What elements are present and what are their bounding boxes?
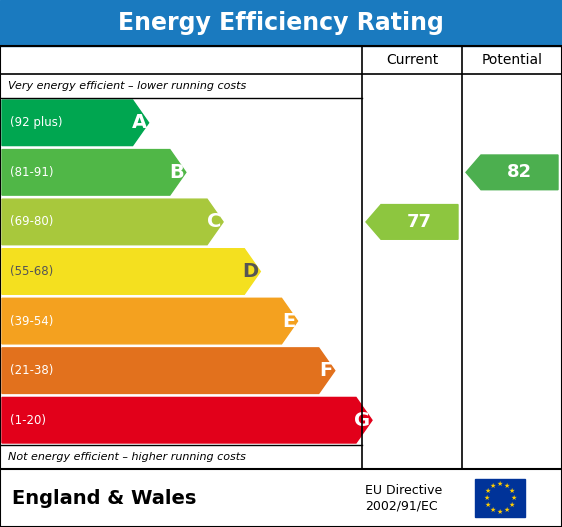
Text: ★: ★ xyxy=(497,481,503,487)
Text: (1-20): (1-20) xyxy=(10,414,46,427)
Polygon shape xyxy=(2,348,335,394)
Text: 2002/91/EC: 2002/91/EC xyxy=(365,500,438,512)
Text: ★: ★ xyxy=(485,488,491,494)
Text: F: F xyxy=(320,361,333,380)
Text: A: A xyxy=(132,113,147,132)
Text: E: E xyxy=(282,311,296,330)
Polygon shape xyxy=(466,155,558,190)
Text: ★: ★ xyxy=(504,507,510,513)
Polygon shape xyxy=(2,199,223,245)
Polygon shape xyxy=(2,150,186,195)
Text: B: B xyxy=(169,163,184,182)
Text: ★: ★ xyxy=(504,483,510,489)
Text: ★: ★ xyxy=(497,509,503,515)
Polygon shape xyxy=(2,397,372,443)
Bar xyxy=(475,479,525,517)
Text: ★: ★ xyxy=(509,502,515,508)
Text: ★: ★ xyxy=(483,495,490,501)
Polygon shape xyxy=(2,298,297,344)
Text: (39-54): (39-54) xyxy=(10,315,53,328)
Text: (92 plus): (92 plus) xyxy=(10,116,62,129)
Text: Potential: Potential xyxy=(482,53,542,67)
Text: (55-68): (55-68) xyxy=(10,265,53,278)
Polygon shape xyxy=(2,100,148,145)
Text: D: D xyxy=(242,262,259,281)
Text: Current: Current xyxy=(386,53,438,67)
Text: (21-38): (21-38) xyxy=(10,364,53,377)
Text: Energy Efficiency Rating: Energy Efficiency Rating xyxy=(118,11,444,35)
Text: C: C xyxy=(207,212,221,231)
Polygon shape xyxy=(366,204,458,239)
Text: G: G xyxy=(354,411,370,430)
Text: 82: 82 xyxy=(507,163,532,181)
Text: Very energy efficient – lower running costs: Very energy efficient – lower running co… xyxy=(8,81,246,91)
Text: (69-80): (69-80) xyxy=(10,216,53,228)
Text: ★: ★ xyxy=(510,495,517,501)
Text: (81-91): (81-91) xyxy=(10,166,53,179)
Polygon shape xyxy=(2,249,260,294)
Text: England & Wales: England & Wales xyxy=(12,489,196,508)
Text: ★: ★ xyxy=(490,507,496,513)
Text: ★: ★ xyxy=(490,483,496,489)
Text: EU Directive: EU Directive xyxy=(365,483,442,496)
Bar xyxy=(0,0,562,46)
Text: ★: ★ xyxy=(485,502,491,508)
Text: 77: 77 xyxy=(407,213,432,231)
Text: Not energy efficient – higher running costs: Not energy efficient – higher running co… xyxy=(8,452,246,462)
Text: ★: ★ xyxy=(509,488,515,494)
